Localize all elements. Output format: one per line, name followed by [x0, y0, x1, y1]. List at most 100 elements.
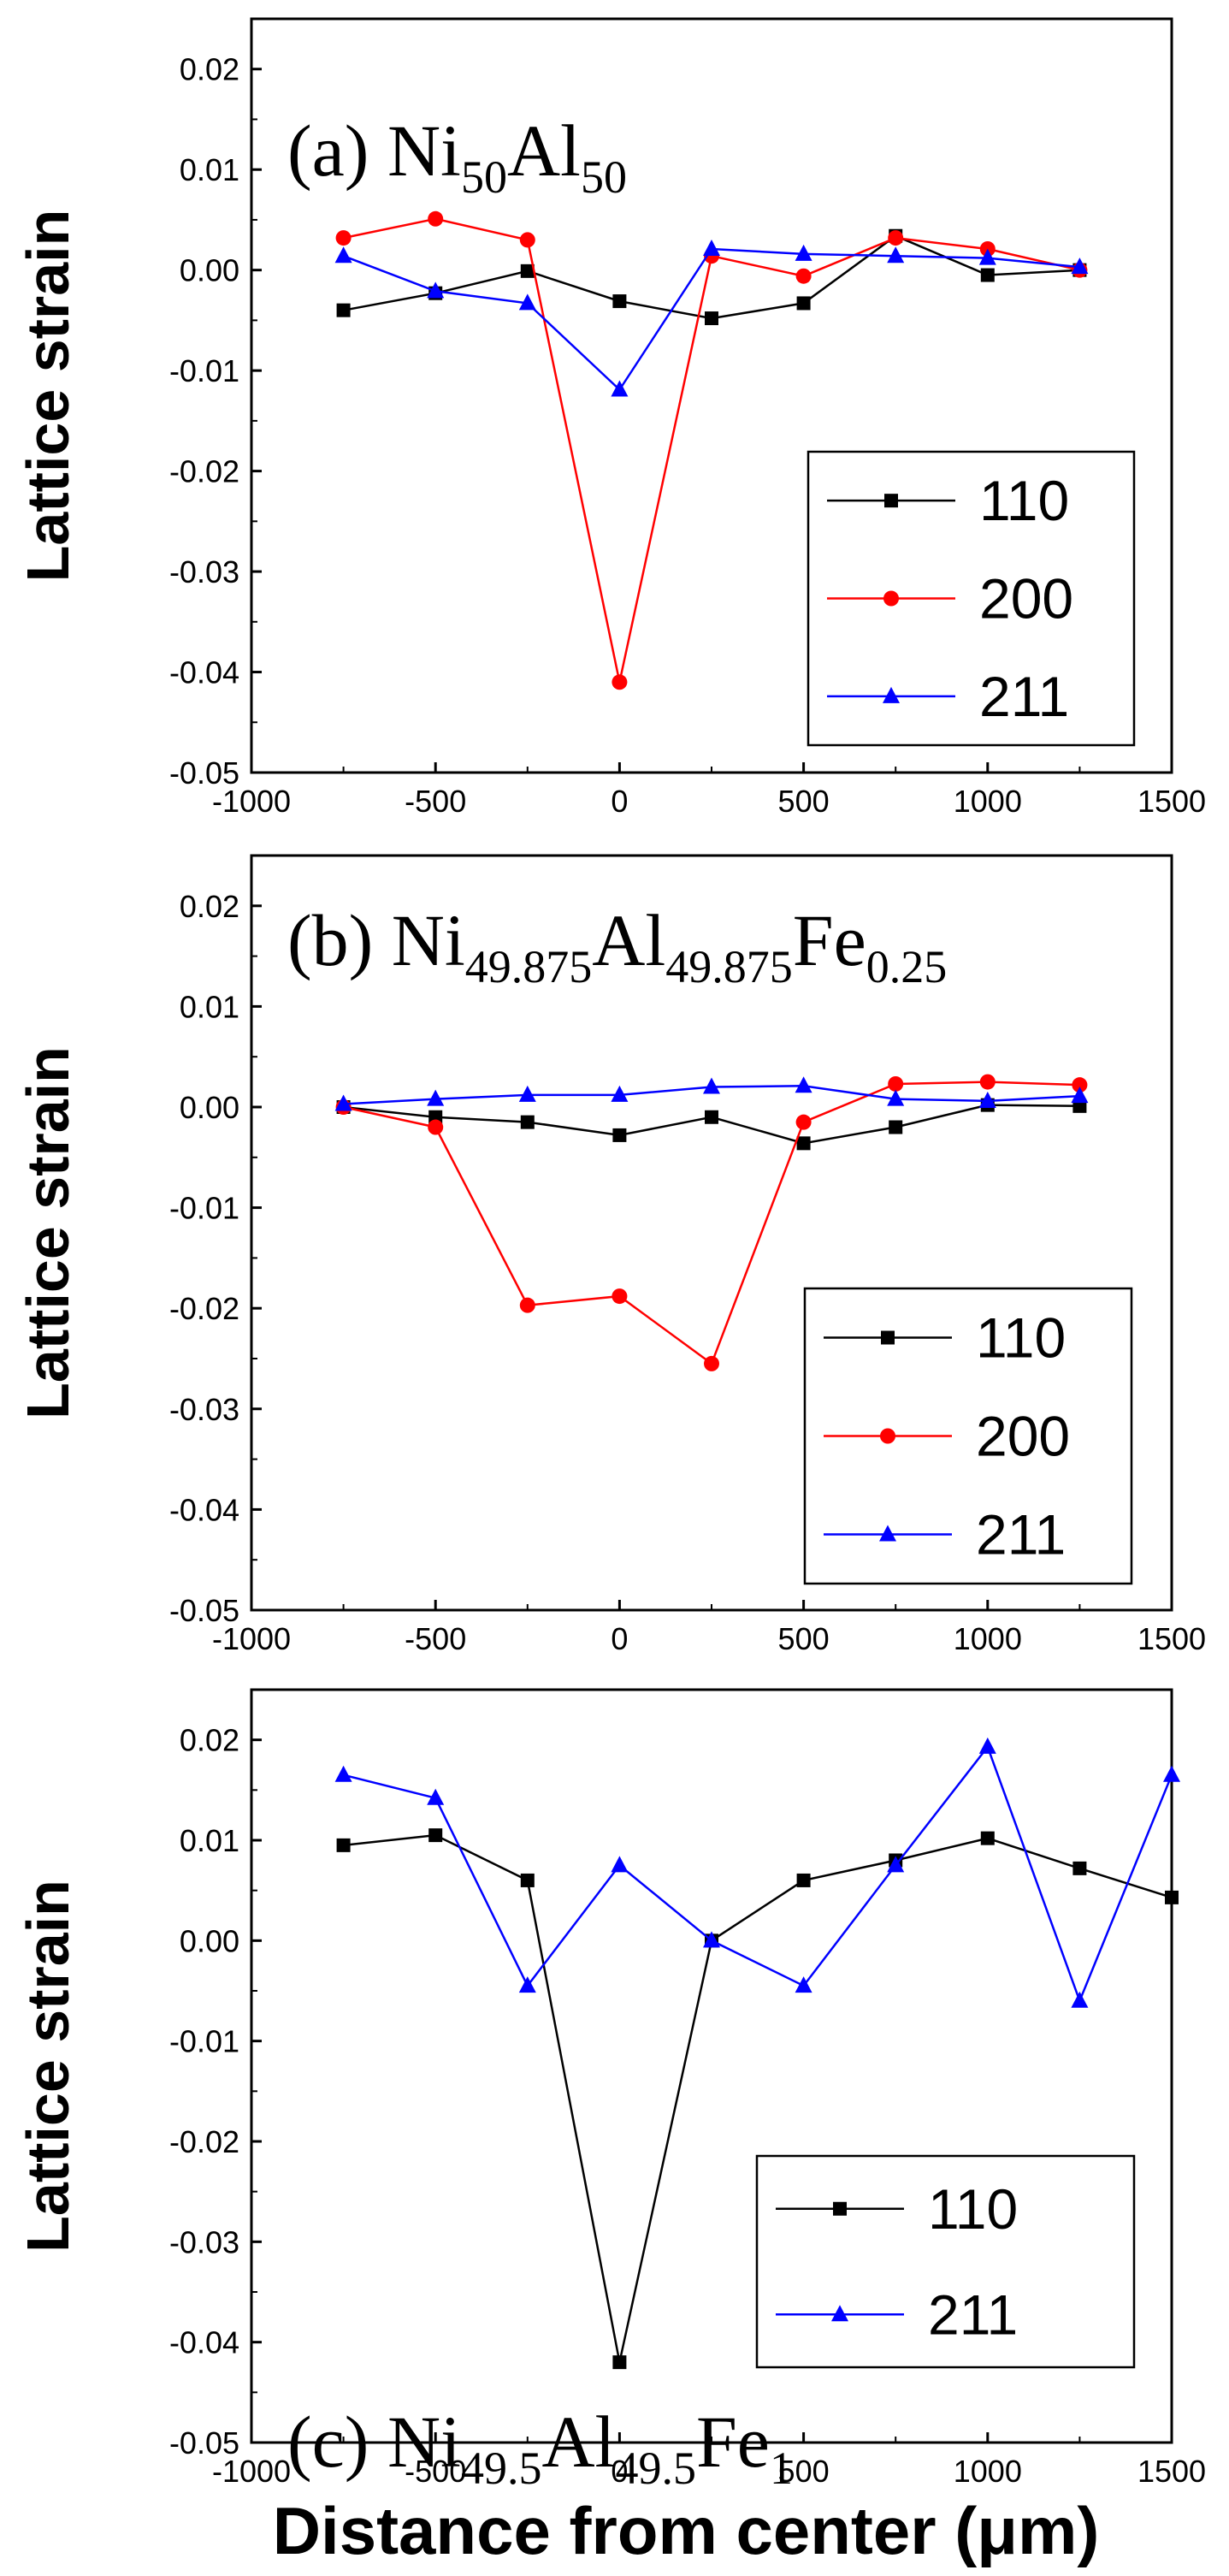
data-point-211 [334, 1765, 352, 1782]
data-point-211 [334, 1094, 352, 1111]
panel-label-subscript: 49.875 [665, 941, 793, 992]
series-110 [336, 1828, 1179, 2370]
x-tick-label: -1000 [212, 1621, 291, 1656]
x-tick-label: -500 [405, 1621, 466, 1656]
series-line-110 [343, 1833, 1173, 2363]
y-tick-label: 0.02 [180, 889, 239, 924]
x-tick-label: 1500 [1137, 2454, 1206, 2489]
panel-label-text: (b) Ni [287, 899, 465, 981]
data-point-211 [518, 293, 536, 311]
y-tick-label: 0.02 [180, 52, 239, 87]
series-line-211 [343, 1744, 1173, 2005]
data-point-110 [520, 1115, 535, 1129]
series-211 [334, 1737, 1180, 2008]
legend-marker-211 [879, 1525, 896, 1542]
y-tick-label: -0.04 [169, 2325, 239, 2360]
data-point-110 [520, 1873, 535, 1887]
y-tick-label: 0.01 [180, 152, 239, 187]
y-tick-label: -0.03 [169, 554, 239, 589]
data-point-211 [978, 248, 996, 265]
series-211 [334, 1076, 1089, 1111]
data-point-211 [611, 1085, 629, 1102]
panel-label-text: Al [507, 110, 581, 192]
data-point-200 [612, 1288, 628, 1305]
x-tick-label: 1000 [954, 784, 1022, 819]
legend-marker-110 [881, 1330, 895, 1345]
data-point-211 [427, 1089, 445, 1106]
data-point-211 [518, 1976, 536, 1993]
x-tick-label: -500 [405, 2454, 466, 2489]
x-tick-label: 1000 [954, 2454, 1022, 2489]
x-tick-label: 500 [778, 2454, 830, 2489]
y-tick-label: -0.02 [169, 1291, 239, 1326]
legend-marker-211 [883, 686, 900, 703]
x-tick-label: -1000 [212, 2454, 291, 2489]
data-point-211 [978, 1091, 996, 1108]
data-point-110 [705, 1110, 718, 1124]
panel-label-text: Fe [696, 2401, 770, 2483]
chart-panel-c: -0.05 -0.04 -0.03 -0.02 -0.01 0.00 0.01 0.02 -10… [15, 1688, 1206, 2568]
legend-marker-200 [880, 1428, 895, 1444]
panel-label-subscript: 49.5 [461, 2443, 542, 2494]
data-point-211 [703, 239, 720, 256]
panel-label-text: (c) Ni [287, 2401, 461, 2483]
data-point-211 [1163, 1765, 1180, 1782]
data-point-200 [888, 230, 904, 246]
panel-label-text: Al [592, 899, 665, 981]
legend-label-200: 200 [976, 1405, 1070, 1468]
data-point-211 [427, 1788, 445, 1805]
data-point-211 [887, 1856, 905, 1873]
data-point-211 [978, 1737, 996, 1754]
data-point-211 [611, 1856, 629, 1873]
data-point-110 [980, 1831, 995, 1845]
data-point-211 [795, 1076, 812, 1093]
x-tick-label: 500 [778, 1621, 830, 1656]
legend-label-110: 110 [976, 1306, 1066, 1370]
data-point-110 [428, 1828, 443, 1843]
data-point-200 [979, 1074, 996, 1090]
x-tick-label: 500 [778, 784, 830, 819]
legend: 110 211 [755, 2154, 1136, 2369]
y-tick-label: -0.04 [169, 1492, 239, 1527]
data-point-200 [1072, 1077, 1088, 1093]
y-tick-label: -0.01 [169, 353, 239, 388]
panel-label-text: Al [541, 2401, 615, 2483]
legend-label-110: 110 [928, 2177, 1018, 2241]
panel-label-subscript: 49.5 [615, 2443, 696, 2494]
data-point-110 [705, 311, 718, 326]
data-point-211 [518, 1085, 536, 1102]
y-tick-label: -0.02 [169, 2124, 239, 2159]
data-point-110 [796, 1873, 811, 1887]
data-point-211 [1071, 1991, 1089, 2008]
legend-label-211: 211 [979, 665, 1069, 728]
data-point-211 [887, 1089, 905, 1106]
data-point-211 [703, 1931, 720, 1948]
legend-marker-200 [883, 590, 899, 607]
data-point-200 [795, 1114, 812, 1130]
data-point-200 [704, 1355, 719, 1371]
data-point-200 [335, 230, 352, 246]
data-point-211 [1071, 258, 1089, 275]
y-tick-label: 0.01 [180, 1823, 239, 1858]
data-point-211 [703, 1077, 720, 1094]
legend-label-211: 211 [928, 2283, 1018, 2346]
legend-label-200: 200 [979, 567, 1073, 631]
data-point-211 [334, 246, 352, 264]
y-tick-label: -0.01 [169, 1191, 239, 1226]
panel-label-text: (a) Ni [287, 110, 461, 192]
legend-marker-110 [833, 2201, 847, 2216]
y-tick-label: 0.00 [180, 1923, 239, 1958]
y-tick-label: -0.05 [169, 2425, 239, 2461]
data-point-200 [519, 232, 535, 248]
panel-label-subscript: 1 [770, 2443, 793, 2494]
legend-label-211: 211 [976, 1503, 1066, 1566]
data-point-110 [1072, 1861, 1087, 1875]
data-point-200 [428, 210, 444, 227]
data-point-110 [796, 296, 811, 311]
data-point-110 [612, 2355, 627, 2370]
x-tick-label: 0 [611, 1621, 628, 1656]
data-point-110 [612, 1128, 627, 1142]
y-tick-label: -0.05 [169, 1593, 239, 1628]
data-point-110 [336, 1838, 351, 1852]
x-tick-label: 1500 [1137, 1621, 1206, 1656]
